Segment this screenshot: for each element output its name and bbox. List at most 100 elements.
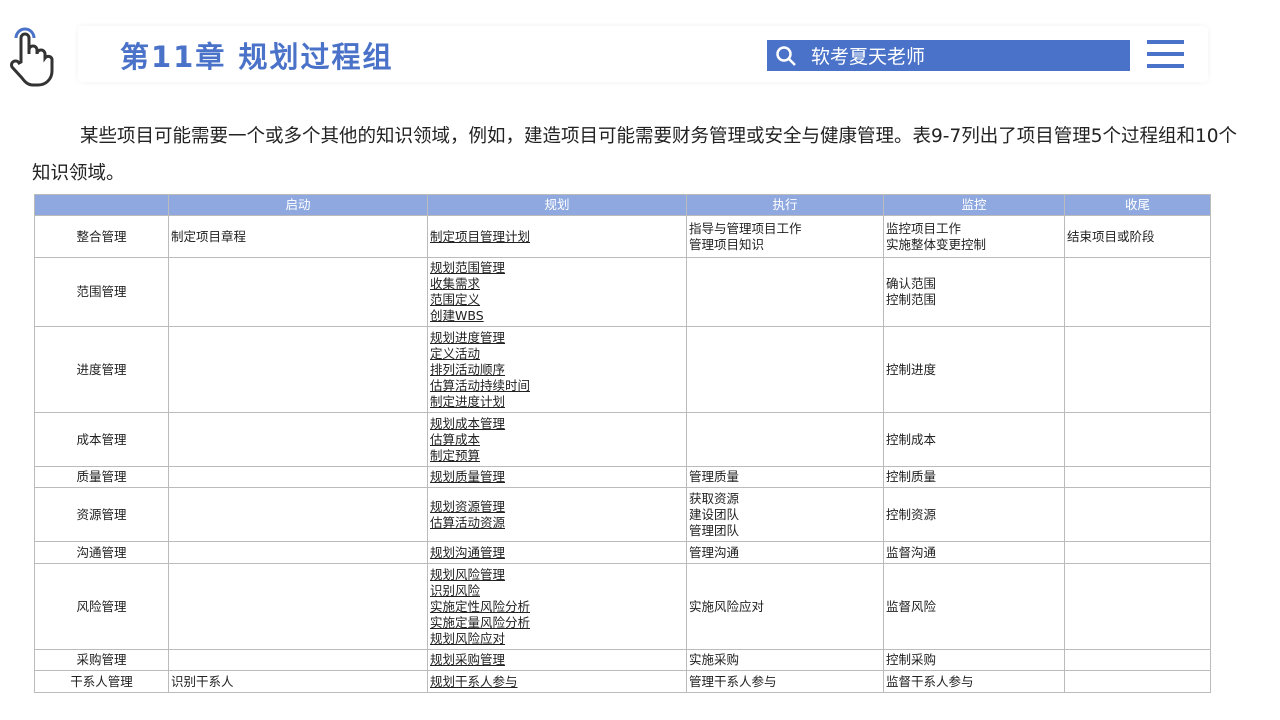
cell-initiating — [168, 412, 428, 467]
column-header: 规划 — [427, 194, 687, 216]
cell-planning: 规划采购管理 — [427, 649, 687, 671]
cell-planning: 规划风险管理 识别风险 实施定性风险分析 实施定量风险分析 规划风险应对 — [427, 563, 687, 650]
cell-closing — [1064, 541, 1211, 564]
knowledge-area: 质量管理 — [34, 466, 169, 488]
cell-initiating: 制定项目章程 — [168, 215, 428, 258]
process-item[interactable]: 范围定义 — [430, 292, 481, 307]
knowledge-area: 范围管理 — [34, 257, 169, 327]
process-item[interactable]: 规划成本管理 — [430, 415, 506, 431]
cell-monitoring: 控制资源 — [883, 487, 1065, 542]
knowledge-area: 整合管理 — [34, 215, 169, 258]
cell-initiating — [168, 326, 428, 413]
process-item: 管理团队 — [689, 522, 740, 538]
cell-initiating — [168, 563, 428, 650]
process-item[interactable]: 规划风险管理 — [430, 566, 506, 582]
process-item: 控制质量 — [886, 469, 937, 484]
process-item[interactable]: 制定项目管理计划 — [430, 228, 531, 244]
intro-paragraph: 某些项目可能需要一个或多个其他的知识领域，例如，建造项目可能需要财务管理或安全与… — [32, 126, 1238, 184]
process-item[interactable]: 规划干系人参与 — [430, 673, 518, 689]
process-item[interactable]: 规划采购管理 — [430, 652, 506, 667]
table-row: 进度管理 规划进度管理 定义活动 排列活动顺序 估算活动持续时间 制定进度计划 控制进度 — [34, 326, 1211, 413]
process-item[interactable]: 规划沟通管理 — [430, 544, 506, 560]
table-row: 资源管理 规划资源管理 估算活动资源 获取资源 建设团队 管理团队 控制资源 — [34, 487, 1211, 542]
cell-closing: 结束项目或阶段 — [1064, 215, 1211, 258]
cell-planning: 规划范围管理 收集需求 范围定义 创建WBS — [427, 257, 687, 327]
process-item: 实施采购 — [689, 652, 740, 667]
process-item[interactable]: 制定进度计划 — [430, 393, 506, 409]
cell-closing — [1064, 563, 1211, 650]
process-item[interactable]: 规划风险应对 — [430, 630, 506, 646]
process-item[interactable]: 制定预算 — [430, 447, 481, 463]
process-item: 监督风险 — [886, 598, 937, 614]
process-item: 实施风险应对 — [689, 598, 765, 614]
process-item[interactable]: 创建WBS — [430, 308, 484, 323]
cell-executing: 实施采购 — [686, 649, 884, 671]
cell-executing: 获取资源 建设团队 管理团队 — [686, 487, 884, 542]
process-item[interactable]: 定义活动 — [430, 345, 481, 361]
cell-initiating — [168, 466, 428, 488]
cell-monitoring: 监督风险 — [883, 563, 1065, 650]
cell-initiating — [168, 649, 428, 671]
process-item[interactable]: 规划资源管理 — [430, 498, 506, 514]
cell-closing — [1064, 670, 1211, 693]
process-item: 识别干系人 — [171, 673, 234, 689]
process-item: 制定项目章程 — [171, 228, 247, 244]
process-item[interactable]: 实施定量风险分析 — [430, 614, 531, 630]
table-row: 风险管理 规划风险管理 识别风险 实施定性风险分析 实施定量风险分析 规划风险应对 实施风险… — [34, 563, 1211, 650]
page-title: 第11章 规划过程组 — [120, 40, 394, 74]
cell-monitoring: 控制采购 — [883, 649, 1065, 671]
table-row: 质量管理 规划质量管理 管理质量 控制质量 — [34, 466, 1211, 488]
process-item: 管理质量 — [689, 469, 740, 484]
table-row: 采购管理 规划采购管理 实施采购 控制采购 — [34, 649, 1211, 671]
knowledge-area: 风险管理 — [34, 563, 169, 650]
cell-closing — [1064, 257, 1211, 327]
knowledge-area: 沟通管理 — [34, 541, 169, 564]
cell-monitoring: 监督沟通 — [883, 541, 1065, 564]
cell-planning: 规划干系人参与 — [427, 670, 687, 693]
cell-planning: 规划资源管理 估算活动资源 — [427, 487, 687, 542]
process-item: 实施整体变更控制 — [886, 236, 987, 252]
search-text: 软考夏天老师 — [811, 46, 926, 68]
knowledge-area: 资源管理 — [34, 487, 169, 542]
process-item: 监控项目工作 — [886, 220, 962, 236]
knowledge-area: 进度管理 — [34, 326, 169, 413]
process-item: 管理项目知识 — [689, 236, 765, 252]
process-knowledge-table: 启动 规划 执行 监控 收尾 整合管理 制定项目章程 制定项目管理计划 指导与管理项目工作 管理… — [34, 194, 1211, 693]
column-header: 收尾 — [1064, 194, 1211, 216]
process-item[interactable]: 估算成本 — [430, 431, 481, 447]
table-row: 整合管理 制定项目章程 制定项目管理计划 指导与管理项目工作 管理项目知识 监控项目工作实… — [34, 215, 1211, 258]
process-item: 管理干系人参与 — [689, 673, 777, 689]
table-row: 范围管理 规划范围管理 收集需求 范围定义 创建WBS 确认范围 控制范围 — [34, 257, 1211, 327]
process-item: 控制进度 — [886, 361, 937, 377]
knowledge-area: 成本管理 — [34, 412, 169, 467]
process-item: 建设团队 — [689, 506, 740, 522]
process-item[interactable]: 实施定性风险分析 — [430, 598, 531, 614]
search-bar[interactable]: 软考夏天老师 — [767, 40, 1130, 71]
process-item[interactable]: 规划质量管理 — [430, 469, 506, 484]
process-item[interactable]: 识别风险 — [430, 582, 481, 598]
process-item[interactable]: 规划进度管理 — [430, 329, 506, 345]
process-item: 管理沟通 — [689, 544, 740, 560]
menu-icon[interactable] — [1147, 40, 1184, 70]
knowledge-area: 干系人管理 — [34, 670, 169, 693]
process-item[interactable]: 估算活动持续时间 — [430, 377, 531, 393]
cell-monitoring: 监控项目工作 实施整体变更控制 — [883, 215, 1065, 258]
cell-initiating — [168, 487, 428, 542]
cell-executing — [686, 412, 884, 467]
cell-initiating — [168, 541, 428, 564]
cell-initiating: 识别干系人 — [168, 670, 428, 693]
process-item[interactable]: 排列活动顺序 — [430, 361, 506, 377]
column-header: 监控 — [883, 194, 1065, 216]
cell-executing — [686, 257, 884, 327]
process-item[interactable]: 估算活动资源 — [430, 514, 506, 530]
cell-monitoring: 控制成本 — [883, 412, 1065, 467]
cell-executing: 指导与管理项目工作 管理项目知识 — [686, 215, 884, 258]
process-item[interactable]: 规划范围管理 — [430, 260, 506, 275]
cell-executing: 管理沟通 — [686, 541, 884, 564]
cell-initiating — [168, 257, 428, 327]
cell-monitoring: 控制质量 — [883, 466, 1065, 488]
process-item[interactable]: 收集需求 — [430, 276, 481, 291]
cell-monitoring: 确认范围 控制范围 — [883, 257, 1065, 327]
cell-planning: 规划进度管理 定义活动 排列活动顺序 估算活动持续时间 制定进度计划 — [427, 326, 687, 413]
cell-closing — [1064, 487, 1211, 542]
